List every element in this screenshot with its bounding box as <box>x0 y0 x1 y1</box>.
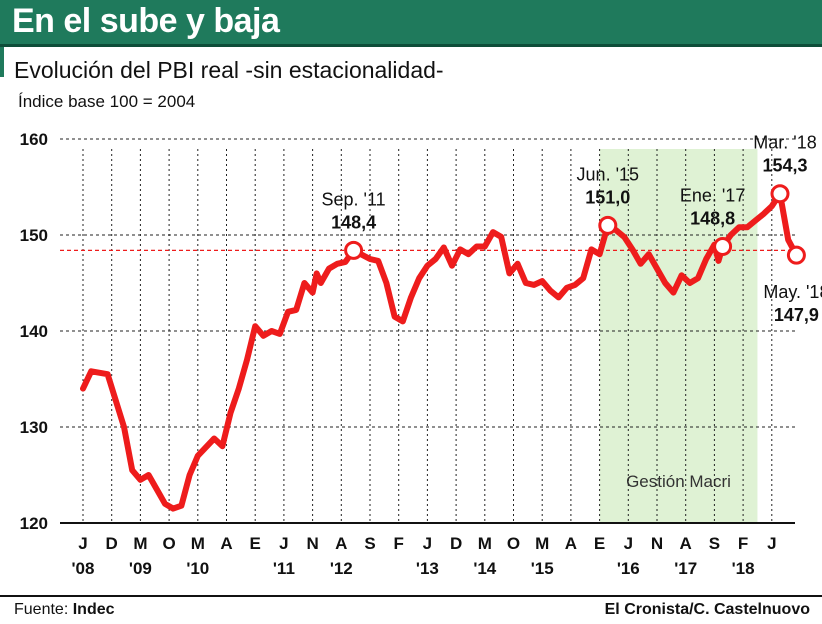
shaded-region-label: Gestión Macri <box>626 472 731 491</box>
annotation-marker <box>344 240 364 260</box>
x-tick-month: A <box>335 534 347 553</box>
x-tick-month: M <box>191 534 205 553</box>
annotation-marker <box>770 184 790 204</box>
x-tick-month: S <box>709 534 720 553</box>
annotation-value-label: 151,0 <box>585 187 630 207</box>
x-tick-month: N <box>651 534 663 553</box>
x-tick-year: '17 <box>674 559 697 578</box>
y-tick-label: 120 <box>20 514 48 533</box>
chart-subtitle: Evolución del PBI real -sin estacionalid… <box>14 57 444 83</box>
x-tick-month: E <box>594 534 605 553</box>
annotation-marker <box>598 215 618 235</box>
x-tick-month: M <box>133 534 147 553</box>
x-tick-month: E <box>250 534 261 553</box>
source-label: Fuente: <box>14 601 69 618</box>
x-tick-year: '16 <box>617 559 640 578</box>
shaded-region-macri <box>599 149 758 523</box>
x-tick-month: D <box>106 534 118 553</box>
annotation-date-label: Sep. '11 <box>322 189 386 209</box>
footer-rule <box>0 595 822 597</box>
x-tick-year: '18 <box>732 559 755 578</box>
y-tick-label: 150 <box>20 226 48 245</box>
x-tick-month: N <box>306 534 318 553</box>
x-tick-year: '09 <box>129 559 152 578</box>
annotation-value-label: 154,3 <box>762 156 807 176</box>
annotation-marker <box>786 245 806 265</box>
annotation-marker <box>713 237 733 257</box>
x-tick-month: J <box>78 534 87 553</box>
x-tick-year: '12 <box>330 559 353 578</box>
x-tick-month: A <box>680 534 692 553</box>
source-note: Fuente: Indec <box>14 601 115 619</box>
x-tick-year: '15 <box>531 559 554 578</box>
x-tick-month: S <box>364 534 375 553</box>
source-name: Indec <box>72 601 115 618</box>
x-tick-month: F <box>394 534 404 553</box>
annotation-date-label: May. '18 <box>763 282 822 302</box>
x-tick-month: M <box>478 534 492 553</box>
x-tick-month: O <box>162 534 175 553</box>
pbi-series-line <box>80 190 800 512</box>
x-tick-year: '08 <box>72 559 95 578</box>
x-tick-year: '10 <box>186 559 209 578</box>
x-tick-month: A <box>220 534 232 553</box>
chart-title: En el sube y baja <box>12 2 280 40</box>
credit: El Cronista/C. Castelnuovo <box>604 601 810 618</box>
banner-rule <box>0 44 822 47</box>
annotation-date-label: Mar. '18 <box>753 133 816 153</box>
x-tick-year: '11 <box>273 559 295 578</box>
accent-bar <box>0 47 4 77</box>
x-tick-month: O <box>507 534 520 553</box>
x-tick-month: J <box>423 534 432 553</box>
y-tick-label: 130 <box>20 418 48 437</box>
x-tick-month: J <box>624 534 633 553</box>
x-tick-year: '13 <box>416 559 439 578</box>
x-tick-month: J <box>767 534 776 553</box>
index-base-label: Índice base 100 = 2004 <box>18 92 196 111</box>
annotation-value-label: 148,4 <box>331 212 376 232</box>
x-tick-year: '14 <box>473 559 496 578</box>
annotation-value-label: 148,8 <box>690 209 735 229</box>
x-tick-month: F <box>738 534 748 553</box>
annotation-date-label: Ene. '17 <box>680 186 746 206</box>
x-tick-month: D <box>450 534 462 553</box>
title-banner <box>0 0 822 44</box>
annotation-date-label: Jun. '15 <box>577 164 639 184</box>
x-tick-month: M <box>535 534 549 553</box>
x-tick-month: J <box>279 534 288 553</box>
y-tick-label: 160 <box>20 130 48 149</box>
x-tick-month: A <box>565 534 577 553</box>
y-tick-label: 140 <box>20 322 48 341</box>
annotation-value-label: 147,9 <box>774 305 819 325</box>
